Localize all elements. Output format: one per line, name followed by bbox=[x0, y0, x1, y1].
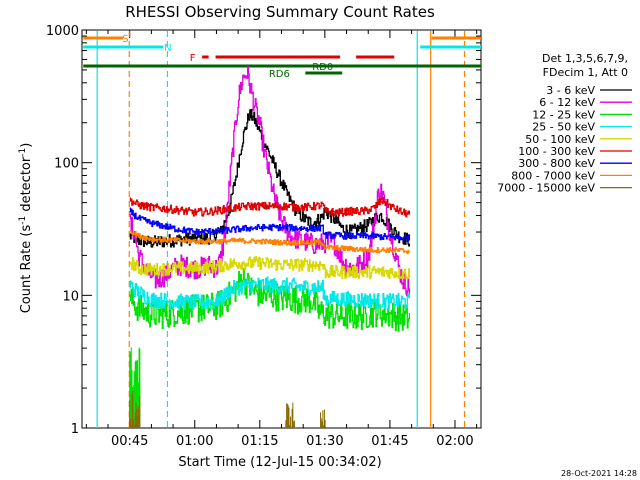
x-tick-label: 01:15 bbox=[241, 434, 278, 449]
plot-area: 00:45 01:00 01:15 01:30 01:45 02:00 1 10 100 1000… bbox=[46, 24, 482, 449]
y-axis-label-part: ) bbox=[19, 143, 34, 148]
y-axis-label-part: Count Rate (s bbox=[19, 225, 34, 314]
y-axis-label: Count Rate (s-1 detector-1) bbox=[18, 143, 34, 314]
legend-header-line: Det 1,3,5,6,7,9, bbox=[542, 52, 628, 65]
y-tick-label: 10 bbox=[62, 289, 79, 304]
x-tick-label: 01:45 bbox=[371, 434, 408, 449]
series-line bbox=[129, 207, 411, 242]
x-tick-label: 01:00 bbox=[176, 434, 213, 449]
series-line bbox=[129, 229, 411, 255]
flag-label: N bbox=[164, 43, 171, 54]
legend-entry-label: 25 - 50 keV bbox=[532, 121, 595, 134]
legend-entry-label: 6 - 12 keV bbox=[539, 96, 595, 109]
flag-label: S bbox=[122, 34, 128, 45]
flag-label: RD0 bbox=[312, 62, 333, 73]
y-axis-label-part: detector bbox=[19, 156, 34, 216]
x-axis-label: Start Time (12-Jul-15 00:34:02) bbox=[178, 455, 381, 470]
series-line bbox=[129, 256, 411, 280]
x-tick-label: 00:45 bbox=[111, 434, 148, 449]
footer-date: 28-Oct-2021 14:28 bbox=[561, 469, 637, 478]
y-tick-label: 100 bbox=[54, 157, 79, 172]
y-tick-label: 1000 bbox=[46, 24, 79, 39]
legend-entry-label: 300 - 800 keV bbox=[518, 157, 595, 170]
legend-entry-label: 50 - 100 keV bbox=[525, 133, 595, 146]
legend-entry-label: 800 - 7000 keV bbox=[511, 169, 595, 182]
y-axis-label-exp: -1 bbox=[18, 216, 28, 225]
series-line bbox=[129, 276, 411, 311]
y-tick-label: 1 bbox=[71, 422, 79, 437]
y-axis-label-exp: -1 bbox=[18, 148, 28, 157]
flag-label: F bbox=[190, 53, 196, 64]
x-tick-label: 02:00 bbox=[436, 434, 473, 449]
flag-label: RD6 bbox=[269, 69, 290, 80]
legend-entry-label: 7000 - 15000 keV bbox=[497, 182, 595, 195]
x-tick-label: 01:30 bbox=[306, 434, 343, 449]
legend: Det 1,3,5,6,7,9, FDecim 1, Att 0 3 - 6 k… bbox=[497, 52, 632, 195]
chart-title: RHESSI Observing Summary Count Rates bbox=[125, 3, 435, 21]
legend-entry-label: 100 - 300 keV bbox=[518, 145, 595, 158]
legend-entry-label: 12 - 25 keV bbox=[532, 108, 595, 121]
series-line bbox=[129, 196, 411, 218]
legend-entry-label: 3 - 6 keV bbox=[546, 84, 595, 97]
legend-header-line: FDecim 1, Att 0 bbox=[543, 66, 628, 79]
